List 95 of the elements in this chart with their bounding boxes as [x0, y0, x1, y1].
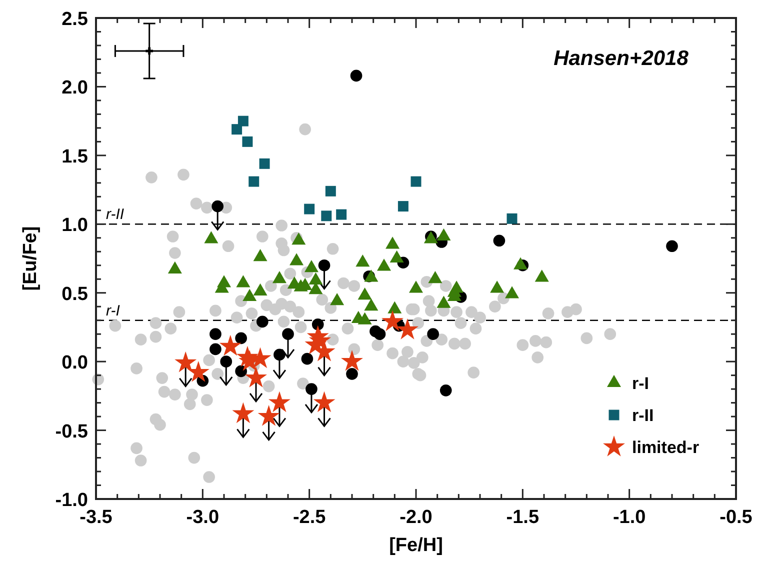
point	[374, 328, 386, 340]
point	[301, 352, 314, 365]
point	[534, 270, 549, 282]
point	[212, 200, 224, 212]
ref-line-label: r-II	[106, 206, 124, 224]
point	[232, 402, 254, 424]
point	[146, 47, 154, 55]
point	[272, 271, 286, 284]
point	[382, 310, 404, 332]
point	[282, 328, 294, 340]
point	[447, 284, 462, 297]
point	[168, 261, 182, 274]
legend-label: limited-r	[632, 438, 700, 457]
point	[248, 176, 260, 187]
point	[408, 280, 424, 293]
point	[358, 312, 372, 324]
point	[253, 249, 268, 262]
point	[308, 272, 323, 285]
point	[364, 270, 378, 282]
point	[666, 240, 678, 252]
y-tick-label: -0.5	[55, 421, 88, 442]
point	[219, 334, 242, 356]
point	[428, 271, 442, 284]
point	[396, 318, 418, 340]
y-axis-title: [Eu/Fe]	[20, 226, 41, 291]
point	[318, 259, 330, 272]
legend-label: r-I	[632, 374, 649, 393]
legend-label: r-II	[632, 406, 654, 425]
point	[242, 136, 253, 147]
point	[204, 231, 218, 244]
point	[258, 404, 280, 426]
point	[292, 232, 306, 245]
point	[376, 258, 392, 271]
x-tick-label: -2.5	[292, 507, 326, 528]
point	[506, 213, 518, 224]
point	[390, 250, 404, 263]
point	[410, 176, 422, 187]
point	[306, 383, 318, 395]
point	[356, 254, 370, 267]
point	[236, 275, 250, 288]
point	[242, 288, 257, 302]
point	[514, 257, 528, 270]
point	[490, 280, 504, 293]
point	[235, 365, 247, 378]
y-tick-label: 2.5	[62, 9, 88, 30]
ref-line-label: r-I	[106, 302, 120, 320]
point	[274, 348, 286, 361]
point	[210, 328, 222, 340]
point	[259, 158, 270, 169]
point	[440, 384, 452, 396]
x-tick-label: -0.5	[720, 507, 753, 528]
point	[364, 298, 378, 311]
x-axis-title: [Fe/H]	[389, 535, 443, 556]
point	[388, 301, 402, 314]
point	[235, 332, 247, 344]
x-tick-label: -1.0	[612, 507, 646, 528]
point	[220, 356, 232, 368]
point	[174, 351, 197, 372]
point	[330, 293, 344, 306]
point	[245, 366, 267, 388]
point	[427, 328, 439, 340]
point	[358, 288, 372, 300]
point	[290, 253, 304, 266]
point	[238, 116, 248, 126]
point	[304, 204, 315, 214]
point	[341, 350, 363, 371]
point	[336, 209, 347, 220]
point	[493, 234, 506, 247]
point	[436, 228, 451, 241]
point	[436, 296, 451, 308]
point	[504, 286, 520, 298]
point	[325, 186, 336, 196]
point	[304, 260, 318, 272]
point	[253, 283, 268, 296]
point	[321, 210, 332, 222]
annotation: Hansen+2018	[554, 47, 689, 70]
y-tick-label: 1.5	[62, 146, 88, 168]
point	[210, 343, 222, 356]
x-tick-label: -3.0	[186, 507, 220, 528]
point	[398, 201, 408, 212]
point	[386, 236, 400, 249]
point	[350, 70, 362, 82]
y-tick-label: 1.0	[62, 215, 88, 236]
y-tick-label: 0.0	[62, 352, 88, 374]
x-tick-label: -2.0	[400, 507, 432, 528]
point	[313, 391, 336, 412]
y-tick-label: 2.0	[62, 78, 88, 99]
x-tick-label: -1.5	[506, 507, 540, 528]
point	[232, 124, 242, 135]
point	[268, 391, 290, 412]
point	[312, 318, 324, 330]
point	[187, 361, 210, 382]
y-tick-label: 0.5	[62, 284, 88, 305]
point	[346, 368, 358, 380]
point	[256, 316, 268, 328]
